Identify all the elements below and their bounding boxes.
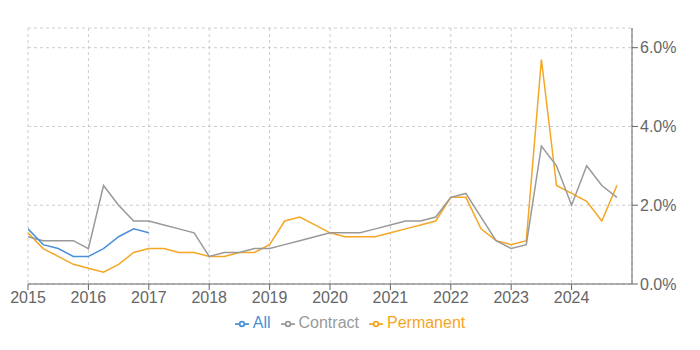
svg-text:2017: 2017: [131, 289, 167, 306]
svg-text:2018: 2018: [191, 289, 227, 306]
svg-text:2016: 2016: [71, 289, 107, 306]
svg-text:6.0%: 6.0%: [640, 39, 676, 56]
html-text:All: All: [252, 314, 271, 331]
svg-text:2023: 2023: [493, 289, 529, 306]
html-text:Permanent: Permanent: [387, 314, 466, 331]
svg-text:2024: 2024: [554, 289, 590, 306]
svg-text:2019: 2019: [252, 289, 288, 306]
svg-text:2.0%: 2.0%: [640, 197, 676, 214]
svg-text:0.0%: 0.0%: [640, 276, 676, 293]
svg-text:2020: 2020: [312, 289, 348, 306]
svg-text:2015: 2015: [10, 289, 46, 306]
html-text:Contract: Contract: [298, 314, 359, 331]
svg-text:2021: 2021: [373, 289, 409, 306]
svg-text:2022: 2022: [433, 289, 469, 306]
svg-text:4.0%: 4.0%: [640, 118, 676, 135]
